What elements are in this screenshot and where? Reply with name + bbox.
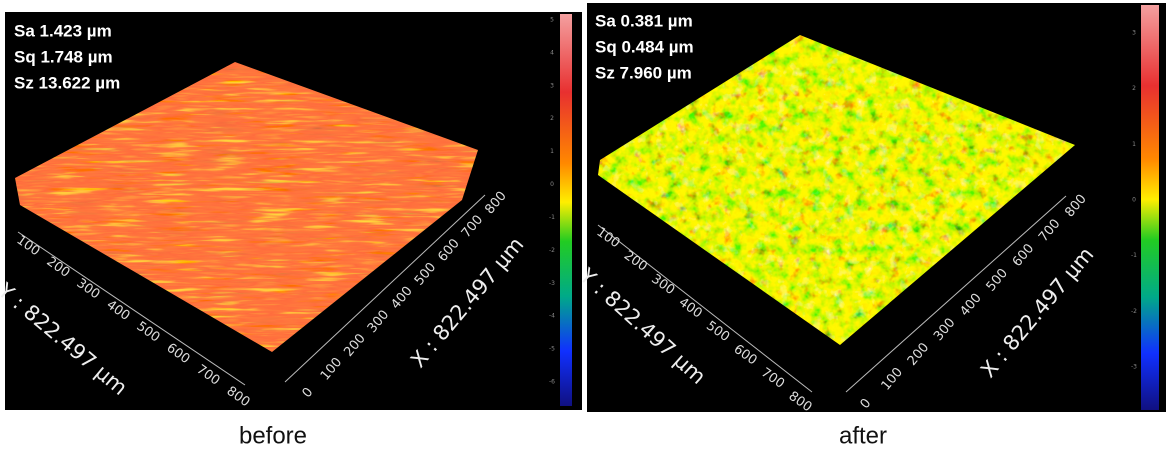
colorbar-tick-label: -6 (549, 379, 555, 386)
colorbar-tick-label: -2 (549, 247, 555, 254)
surface-before (15, 62, 478, 352)
colorbar-tick-label: -1 (549, 214, 555, 221)
colorbar-tick-label: -4 (549, 313, 555, 320)
colorbar-tick-label: 1 (550, 148, 554, 155)
colorbar (1141, 5, 1159, 410)
roughness-stat: Sz 13.622 µm (14, 73, 120, 92)
colorbar-tick-label: 0 (1132, 197, 1136, 204)
colorbar-tick-label: 3 (1132, 30, 1136, 37)
roughness-stat: Sa 1.423 µm (14, 21, 112, 40)
colorbar-tick-label: 0 (550, 181, 554, 188)
roughness-stat: Sz 7.960 µm (595, 63, 692, 82)
roughness-stat: Sq 1.748 µm (14, 47, 113, 66)
axis-line (597, 224, 813, 393)
colorbar-tick-label: 5 (550, 17, 554, 24)
roughness-stat: Sa 0.381 µm (595, 11, 693, 30)
colorbar-tick-label: -3 (549, 280, 555, 287)
surface-after (598, 35, 1075, 345)
colorbar-tick-label: -5 (549, 346, 555, 353)
colorbar-tick-label: -3 (1131, 364, 1137, 371)
colorbar-tick-label: 2 (1132, 85, 1136, 92)
axis-line (17, 231, 246, 386)
colorbar-tick-label: 2 (550, 115, 554, 122)
colorbar-tick-label: -2 (1131, 308, 1137, 315)
colorbar-tick-label: 4 (550, 49, 554, 56)
colorbar (560, 14, 572, 406)
axis-line (284, 194, 486, 383)
axis-line (845, 195, 1067, 393)
colorbar-tick-label: 3 (550, 82, 554, 89)
colorbar-tick-label: 1 (1132, 141, 1136, 148)
caption: after (839, 422, 887, 449)
roughness-stat: Sq 0.484 µm (595, 37, 694, 56)
caption: before (239, 422, 307, 449)
colorbar-tick-label: -1 (1131, 252, 1137, 259)
